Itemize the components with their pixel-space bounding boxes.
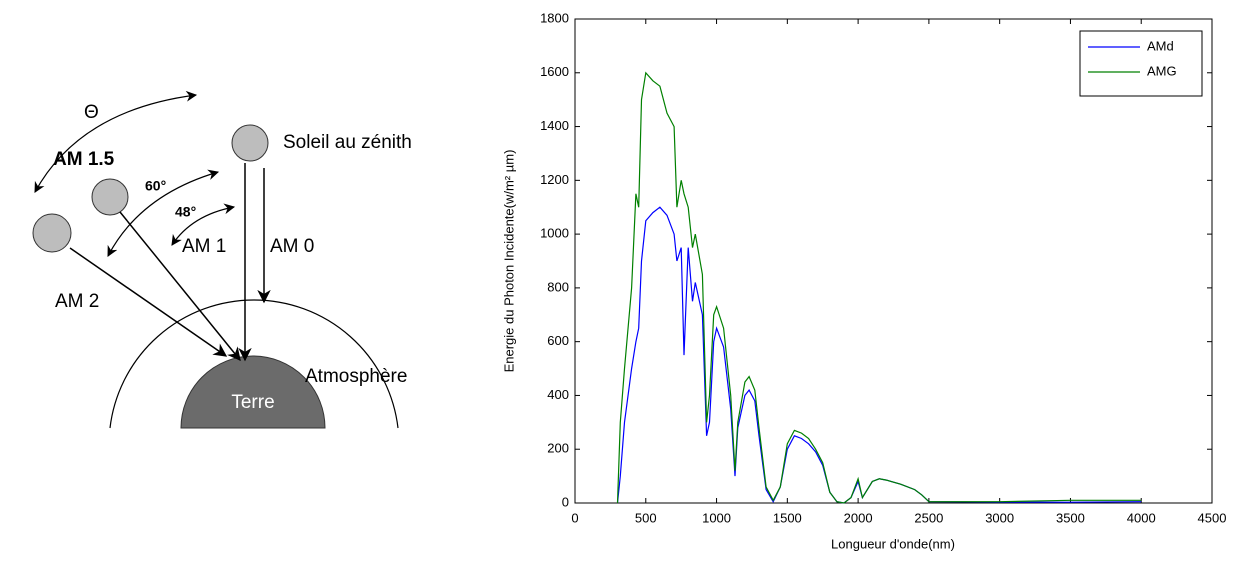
x-tick-label: 4000	[1127, 510, 1156, 525]
x-tick-label: 3500	[1056, 510, 1085, 525]
y-tick-label: 1800	[540, 10, 569, 25]
diagram: Θ AM 1.5 60° 48° Soleil au zénith AM 1 A…	[32, 90, 412, 429]
plot-frame	[574, 18, 1213, 504]
y-tick-label: 0	[562, 494, 569, 509]
zenith-label: Soleil au zénith	[283, 132, 412, 153]
x-tick-label: 2500	[914, 510, 943, 525]
am2-label: AM 2	[55, 291, 99, 312]
y-tick-label: 200	[547, 441, 569, 456]
x-tick-label: 1000	[702, 510, 731, 525]
y-tick-label: 1600	[540, 64, 569, 79]
chart: Longueur d'onde(nm) Energie du Photon In…	[501, 10, 1226, 551]
angle48-label: 48°	[175, 204, 196, 220]
series-line	[616, 71, 1142, 504]
sun-am2	[32, 213, 72, 253]
angle60-arc	[107, 169, 220, 257]
y-axis-label: Energie du Photon Incidente(w/m² µm)	[501, 150, 516, 373]
atmosphere-arc	[109, 299, 399, 429]
y-tick-label: 1200	[540, 172, 569, 187]
atmosphere-label: Atmosphère	[305, 366, 407, 387]
legend-label: AMG	[1147, 63, 1177, 78]
am1-label: AM 1	[182, 236, 226, 257]
x-tick-label: 2000	[844, 510, 873, 525]
legend-label: AMd	[1147, 38, 1174, 53]
theta-label: Θ	[84, 102, 99, 123]
x-tick-label: 1500	[773, 510, 802, 525]
series-line	[616, 206, 1142, 504]
theta-arc	[34, 90, 198, 193]
earth	[180, 355, 326, 429]
y-tick-label: 1000	[540, 226, 569, 241]
earth-label: Terre	[231, 392, 274, 413]
x-axis-label: Longueur d'onde(nm)	[831, 536, 955, 551]
y-tick-label: 1400	[540, 118, 569, 133]
sun-am15	[91, 178, 129, 216]
x-tick-label: 0	[571, 510, 578, 525]
y-tick-label: 400	[547, 387, 569, 402]
am15-label: AM 1.5	[53, 149, 115, 170]
sun-zenith	[231, 124, 269, 162]
am0-label: AM 0	[270, 236, 314, 257]
x-tick-label: 3000	[985, 510, 1014, 525]
x-tick-label: 500	[635, 510, 657, 525]
angle48-arc	[171, 203, 236, 246]
y-tick-label: 600	[547, 333, 569, 348]
angle60-label: 60°	[145, 178, 166, 194]
y-tick-label: 800	[547, 279, 569, 294]
legend-box	[1079, 30, 1203, 97]
ray-am2	[69, 247, 228, 357]
x-tick-label: 4500	[1198, 510, 1227, 525]
